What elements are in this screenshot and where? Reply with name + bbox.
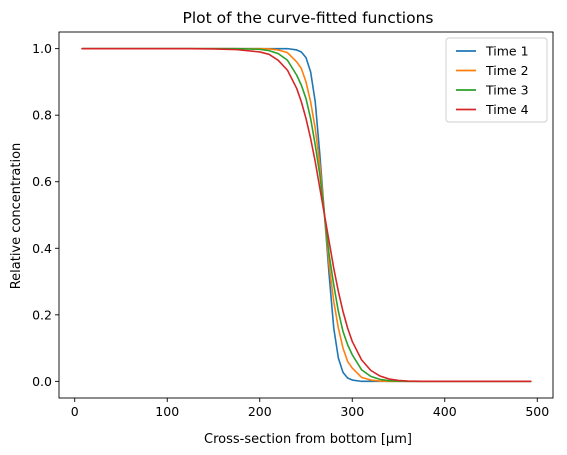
- legend-label: Time 2: [485, 63, 529, 78]
- y-tick-label: 0.8: [32, 108, 52, 123]
- y-tick-label: 1.0: [32, 41, 52, 56]
- legend-box: [445, 37, 548, 123]
- x-tick-label: 300: [340, 404, 364, 419]
- x-tick-label: 100: [155, 404, 179, 419]
- legend-label: Time 1: [485, 44, 529, 59]
- axes: 0 100 200 300 400 500 0.0 0.2 0.4 0.6 0.8 1.0: [32, 31, 554, 419]
- y-tick-label: 0.2: [32, 307, 52, 322]
- legend: Time 1 Time 2 Time 3 Time 4: [445, 37, 548, 123]
- y-tick-label: 0.6: [32, 174, 52, 189]
- x-axis-label: Cross-section from bottom [μm]: [204, 432, 412, 447]
- series-line-4: [81, 47, 532, 383]
- legend-label: Time 4: [485, 102, 529, 117]
- x-tick-label: 200: [248, 404, 272, 419]
- x-tick-label: 500: [525, 404, 549, 419]
- chart-title: Plot of the curve-fitted functions: [182, 9, 433, 27]
- y-tick-label: 0.4: [32, 241, 52, 256]
- plot-area: [81, 47, 532, 383]
- axes-frame: [58, 31, 554, 399]
- x-tick-label: 0: [71, 404, 79, 419]
- x-tick-label: 400: [433, 404, 457, 419]
- y-axis-label: Relative concentration: [9, 143, 24, 290]
- y-tick-label: 0.0: [32, 374, 52, 389]
- legend-label: Time 3: [485, 83, 529, 98]
